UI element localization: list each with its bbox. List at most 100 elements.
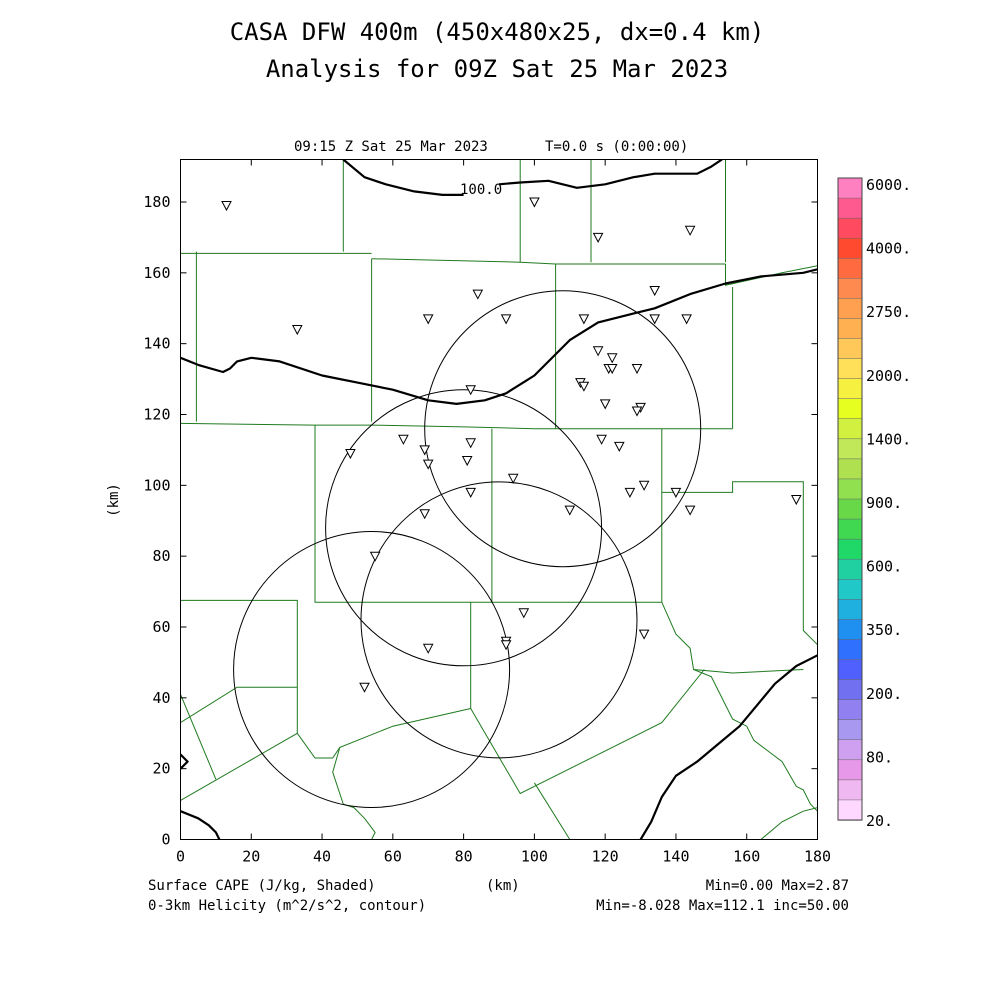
county-boundary-line xyxy=(180,694,217,780)
x-tick-label: 80 xyxy=(455,848,473,866)
station-marker xyxy=(507,473,519,484)
colorbar-frame xyxy=(837,177,863,821)
station-marker xyxy=(606,353,618,364)
county-boundary-line xyxy=(332,747,376,840)
colorbar-label: 2000. xyxy=(866,367,911,385)
station-marker xyxy=(606,364,618,375)
colorbar-swatch xyxy=(837,318,863,340)
helicity-contour-line xyxy=(180,753,189,770)
colorbar-label: 2750. xyxy=(866,303,911,321)
x-axis-ticks: 0 20 40 60 80 100 120 140 160 180 xyxy=(176,159,831,866)
station-marker xyxy=(422,314,434,325)
radar-range-ring xyxy=(233,531,511,808)
x-tick-label: 60 xyxy=(384,848,402,866)
colorbar-swatch xyxy=(837,338,863,360)
colorbar-swatch xyxy=(837,358,863,380)
colorbar-swatch xyxy=(837,398,863,420)
county-boundary-line xyxy=(725,264,818,286)
station-marker xyxy=(681,314,692,325)
helicity-contour-line xyxy=(639,654,818,840)
x-tick-label: 180 xyxy=(804,848,831,866)
colorbar-swatch xyxy=(837,599,863,621)
station-marker xyxy=(500,640,512,651)
county-boundary-line xyxy=(180,422,733,430)
county-boundary-line xyxy=(533,782,571,840)
helicity-contour-line xyxy=(180,810,221,840)
colorbar-swatch xyxy=(837,438,863,460)
station-marker xyxy=(422,643,434,654)
colorbar-label: 6000. xyxy=(866,176,911,194)
station-marker xyxy=(398,434,409,445)
station-marker xyxy=(631,364,643,375)
figure-title-line1: CASA DFW 400m (450x480x25, dx=0.4 km) xyxy=(230,18,765,46)
contour-field-stats: Min=-8.028 Max=112.1 inc=50.00 xyxy=(596,898,849,914)
station-marker xyxy=(291,325,303,336)
colorbar-swatch xyxy=(837,739,863,761)
county-boundary-line xyxy=(180,686,298,724)
colorbar-swatch xyxy=(837,579,863,600)
x-tick-label: 100 xyxy=(521,848,548,866)
map-plot-area: 100.0 xyxy=(180,159,818,840)
station-marker xyxy=(578,381,590,392)
x-tick-label: 20 xyxy=(242,848,260,866)
colorbar-swatch xyxy=(837,237,863,259)
station-marker xyxy=(564,505,576,516)
radar-range-ring xyxy=(325,389,603,667)
x-tick-label: 140 xyxy=(662,848,689,866)
valid-time-label: 09:15 Z Sat 25 Mar 2023 xyxy=(294,139,488,155)
colorbar-swatch xyxy=(837,258,863,279)
x-tick-label: 40 xyxy=(313,848,331,866)
county-boundary-line xyxy=(470,602,705,795)
colorbar-swatch xyxy=(837,177,863,199)
station-marker xyxy=(461,456,473,467)
county-boundary-line xyxy=(661,481,818,646)
county-boundary-line xyxy=(180,708,471,801)
helicity-contours xyxy=(180,159,818,840)
helicity-contour-line xyxy=(498,159,723,189)
figure-title-line2: Analysis for 09Z Sat 25 Mar 2023 xyxy=(266,55,728,83)
radar-range-rings xyxy=(233,290,702,808)
county-boundary-line xyxy=(371,258,726,265)
station-marker xyxy=(500,314,512,325)
radar-range-ring xyxy=(360,481,638,759)
colorbar-label: 600. xyxy=(866,558,902,576)
colorbar-swatch xyxy=(837,779,863,801)
station-marker xyxy=(419,509,431,520)
station-marker xyxy=(670,487,682,498)
x-axis-unit-label: (km) xyxy=(486,878,520,894)
shaded-field-label: Surface CAPE (J/kg, Shaded) xyxy=(148,878,376,894)
colorbar-swatch xyxy=(837,217,863,239)
colorbar-swatch xyxy=(837,659,863,681)
contour-field-label: 0-3km Helicity (m^2/s^2, contour) xyxy=(148,898,426,914)
colorbar-swatch xyxy=(837,478,863,500)
x-tick-label: 0 xyxy=(176,848,185,866)
station-marker xyxy=(684,505,696,516)
x-tick-label: 160 xyxy=(733,848,760,866)
colorbar-swatch xyxy=(837,378,863,400)
station-marker xyxy=(684,225,696,236)
station-marker xyxy=(472,289,484,300)
colorbar-label: 4000. xyxy=(866,240,911,258)
station-marker xyxy=(592,232,604,243)
helicity-contour-line xyxy=(342,159,464,196)
station-marker xyxy=(465,487,477,498)
county-boundary-line xyxy=(180,599,298,734)
colorbar-swatch xyxy=(837,679,863,701)
station-marker xyxy=(638,629,650,640)
colorbar-swatch xyxy=(837,558,863,580)
colorbar-label: 900. xyxy=(866,494,902,512)
y-tick-label: 40 xyxy=(152,689,170,707)
model-time-label: T=0.0 s (0:00:00) xyxy=(545,139,688,155)
station-marker xyxy=(369,551,381,562)
station-marker xyxy=(578,314,590,325)
station-marker xyxy=(649,286,661,297)
colorbar-swatch xyxy=(837,498,863,520)
county-boundaries xyxy=(180,159,818,840)
county-boundary-line xyxy=(314,425,662,603)
colorbar-swatch xyxy=(837,458,863,480)
station-marker xyxy=(613,441,625,452)
colorbar-swatch xyxy=(837,619,863,641)
station-marker xyxy=(419,445,431,456)
helicity-contour-line xyxy=(180,268,818,405)
